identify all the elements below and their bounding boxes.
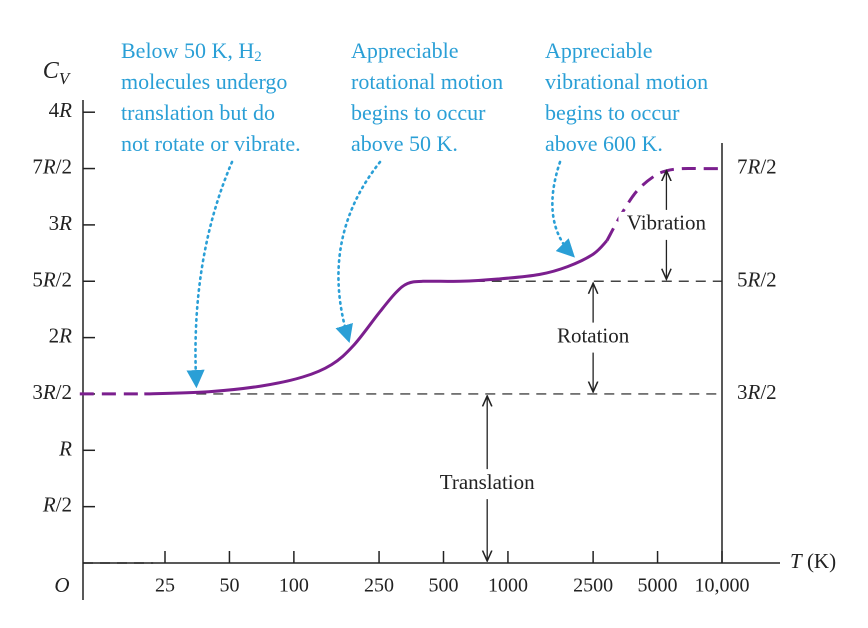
x-tick-label: 500 bbox=[429, 575, 459, 597]
annotation-text: molecules undergo bbox=[121, 69, 287, 94]
y-tick-label: 7R/2 bbox=[32, 154, 72, 178]
annotation-text: Appreciable bbox=[545, 38, 653, 63]
band-label: Translation bbox=[440, 470, 535, 494]
origin-label: O bbox=[54, 573, 69, 597]
annotation-text: translation but do bbox=[121, 100, 275, 125]
y-tick-label: 5R/2 bbox=[32, 267, 72, 291]
right-level-label: 5R/2 bbox=[737, 267, 777, 291]
annotation-text: Below 50 K, H2 bbox=[121, 38, 262, 65]
y-tick-label: 4R bbox=[49, 98, 73, 122]
annotation-text: above 50 K. bbox=[351, 131, 458, 156]
y-tick-label: R bbox=[58, 436, 72, 460]
annotation-arrow bbox=[335, 160, 382, 343]
x-tick-label: 2500 bbox=[573, 575, 613, 597]
x-tick-label: 25 bbox=[155, 575, 175, 597]
right-level-label: 3R/2 bbox=[737, 380, 777, 404]
annotation-text: not rotate or vibrate. bbox=[121, 131, 301, 156]
band-label-bg bbox=[545, 324, 642, 351]
annotation-text: vibrational motion bbox=[545, 69, 708, 94]
annotation-text: rotational motion bbox=[351, 69, 503, 94]
x-tick-label: 10,000 bbox=[695, 575, 750, 597]
right-level-label: 7R/2 bbox=[737, 154, 777, 178]
y-axis-label: CV bbox=[43, 58, 72, 88]
x-tick-label: 100 bbox=[279, 575, 309, 597]
annotation-text: begins to occur bbox=[545, 100, 680, 125]
annotation-text: above 600 K. bbox=[545, 131, 663, 156]
x-tick-label: 5000 bbox=[638, 575, 678, 597]
annotation-arrow bbox=[551, 160, 575, 258]
y-tick-label: 2R bbox=[49, 323, 73, 347]
x-axis-label: T (K) bbox=[790, 549, 836, 573]
band-label-bg bbox=[439, 471, 536, 498]
curve-dashed-segment bbox=[605, 166, 722, 242]
annotation-text: begins to occur bbox=[351, 100, 486, 125]
annotation-text: Appreciable bbox=[351, 38, 459, 63]
x-tick-label: 250 bbox=[364, 575, 394, 597]
y-tick-label: 3R/2 bbox=[32, 380, 72, 404]
band-label: Vibration bbox=[627, 211, 707, 235]
y-tick-label: 3R bbox=[49, 211, 73, 235]
x-tick-label: 50 bbox=[219, 575, 239, 597]
y-tick-label: R/2 bbox=[42, 492, 72, 516]
x-tick-label: 1000 bbox=[488, 575, 528, 597]
curve-solid-segment bbox=[144, 239, 608, 396]
annotation-arrow bbox=[186, 160, 234, 389]
band-label-bg bbox=[618, 211, 715, 238]
band-label: Rotation bbox=[557, 323, 630, 347]
